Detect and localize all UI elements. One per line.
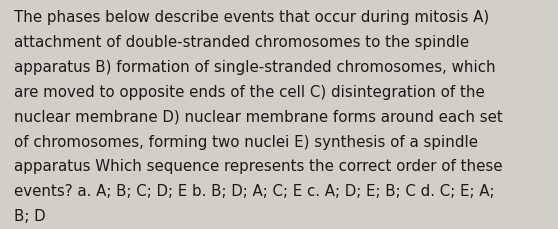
Text: are moved to opposite ends of the cell C) disintegration of the: are moved to opposite ends of the cell C… (14, 85, 485, 99)
Text: attachment of double-stranded chromosomes to the spindle: attachment of double-stranded chromosome… (14, 35, 469, 50)
Text: B; D: B; D (14, 208, 46, 223)
Text: apparatus Which sequence represents the correct order of these: apparatus Which sequence represents the … (14, 159, 502, 174)
Text: events? a. A; B; C; D; E b. B; D; A; C; E c. A; D; E; B; C d. C; E; A;: events? a. A; B; C; D; E b. B; D; A; C; … (14, 183, 494, 198)
Text: nuclear membrane D) nuclear membrane forms around each set: nuclear membrane D) nuclear membrane for… (14, 109, 503, 124)
Text: apparatus B) formation of single-stranded chromosomes, which: apparatus B) formation of single-strande… (14, 60, 496, 75)
Text: of chromosomes, forming two nuclei E) synthesis of a spindle: of chromosomes, forming two nuclei E) sy… (14, 134, 478, 149)
Text: The phases below describe events that occur during mitosis A): The phases below describe events that oc… (14, 10, 489, 25)
